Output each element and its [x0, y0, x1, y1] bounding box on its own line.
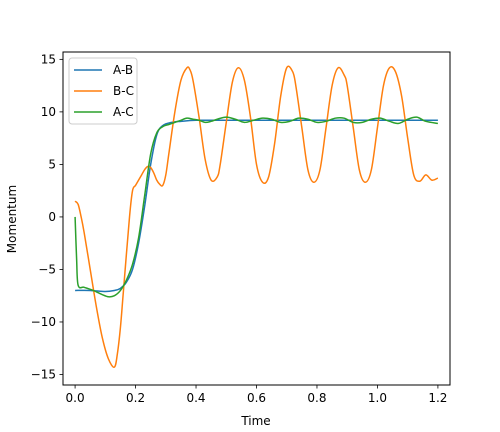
series-line-a-c: [74, 116, 439, 298]
legend-box: [68, 57, 138, 125]
x-tick-label: 0.4: [186, 391, 205, 405]
legend: A-B B-C A-C: [68, 57, 138, 125]
legend-label-a-c: A-C: [113, 105, 134, 119]
y-tick-label: 0: [48, 210, 56, 224]
y-tick-label: −15: [31, 368, 56, 382]
y-axis-ticks: −15 −10 −5 0 5 10 15: [31, 53, 63, 382]
x-tick-label: 0.6: [247, 391, 266, 405]
x-axis-label: Time: [240, 414, 270, 428]
x-tick-label: 0.8: [307, 391, 326, 405]
series-layer: [74, 65, 439, 368]
x-tick-label: 1.0: [368, 391, 387, 405]
legend-label-b-c: B-C: [113, 84, 134, 98]
y-tick-label: 15: [41, 53, 56, 67]
x-tick-label: 1.2: [428, 391, 447, 405]
y-axis-label: Momentum: [5, 185, 19, 253]
x-axis-ticks: 0.0 0.2 0.4 0.6 0.8 1.0 1.2: [66, 385, 447, 405]
y-tick-label: −10: [31, 315, 56, 329]
legend-label-a-b: A-B: [113, 63, 133, 77]
y-tick-label: 5: [48, 158, 56, 172]
y-tick-label: −5: [38, 263, 56, 277]
series-line-b-c: [74, 65, 439, 368]
x-tick-label: 0.0: [66, 391, 85, 405]
y-tick-label: 10: [41, 105, 56, 119]
series-line-a-b: [75, 119, 438, 293]
x-tick-label: 0.2: [126, 391, 145, 405]
